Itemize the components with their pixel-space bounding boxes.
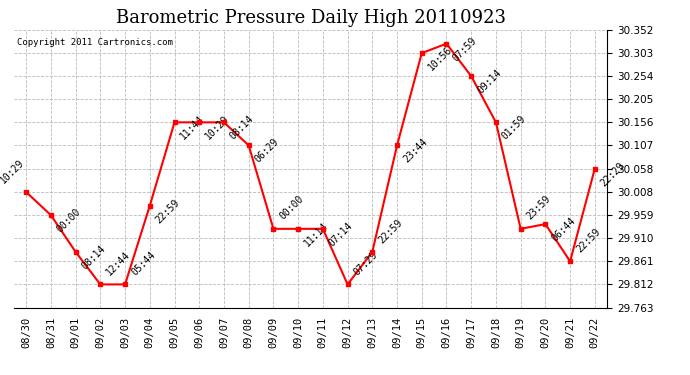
Text: 00:00: 00:00	[277, 194, 306, 222]
Text: 07:14: 07:14	[327, 220, 355, 248]
Text: 10:56: 10:56	[426, 45, 454, 72]
Text: 23:44: 23:44	[401, 137, 429, 165]
Text: Copyright 2011 Cartronics.com: Copyright 2011 Cartronics.com	[17, 38, 172, 47]
Text: 22:59: 22:59	[154, 197, 181, 225]
Text: 01:59: 01:59	[500, 114, 528, 142]
Text: 06:29: 06:29	[253, 137, 281, 165]
Text: 00:00: 00:00	[55, 207, 83, 235]
Text: 08:14: 08:14	[228, 114, 256, 142]
Text: 06:44: 06:44	[549, 216, 578, 243]
Text: 11:14: 11:14	[302, 220, 330, 248]
Text: 22:59: 22:59	[377, 217, 404, 245]
Text: 11:44: 11:44	[179, 114, 206, 142]
Text: 12:44: 12:44	[104, 250, 132, 278]
Text: 07:59: 07:59	[451, 35, 478, 63]
Text: 09:14: 09:14	[475, 68, 503, 96]
Text: 10:29: 10:29	[204, 114, 231, 142]
Text: 22:29: 22:29	[599, 160, 627, 188]
Text: 05:44: 05:44	[129, 250, 157, 278]
Text: 10:29: 10:29	[0, 157, 26, 185]
Text: 08:14: 08:14	[80, 243, 108, 272]
Title: Barometric Pressure Daily High 20110923: Barometric Pressure Daily High 20110923	[115, 9, 506, 27]
Text: 23:59: 23:59	[525, 194, 553, 222]
Text: 22:59: 22:59	[574, 226, 602, 254]
Text: 07:29: 07:29	[352, 250, 380, 278]
